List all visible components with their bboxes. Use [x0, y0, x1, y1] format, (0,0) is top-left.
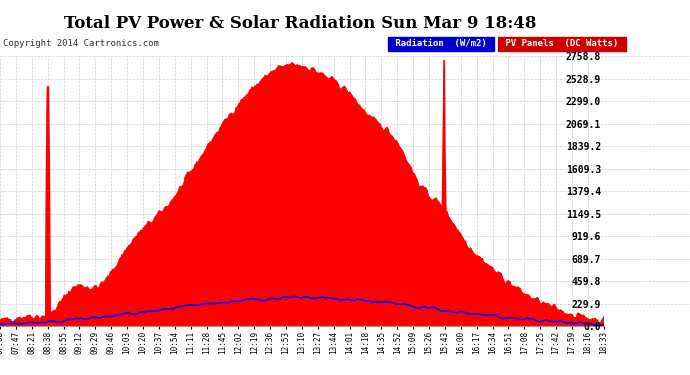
Text: Copyright 2014 Cartronics.com: Copyright 2014 Cartronics.com	[3, 39, 159, 48]
Text: PV Panels  (DC Watts): PV Panels (DC Watts)	[500, 39, 624, 48]
Text: Radiation  (W/m2): Radiation (W/m2)	[390, 39, 492, 48]
Text: Total PV Power & Solar Radiation Sun Mar 9 18:48: Total PV Power & Solar Radiation Sun Mar…	[64, 15, 536, 32]
